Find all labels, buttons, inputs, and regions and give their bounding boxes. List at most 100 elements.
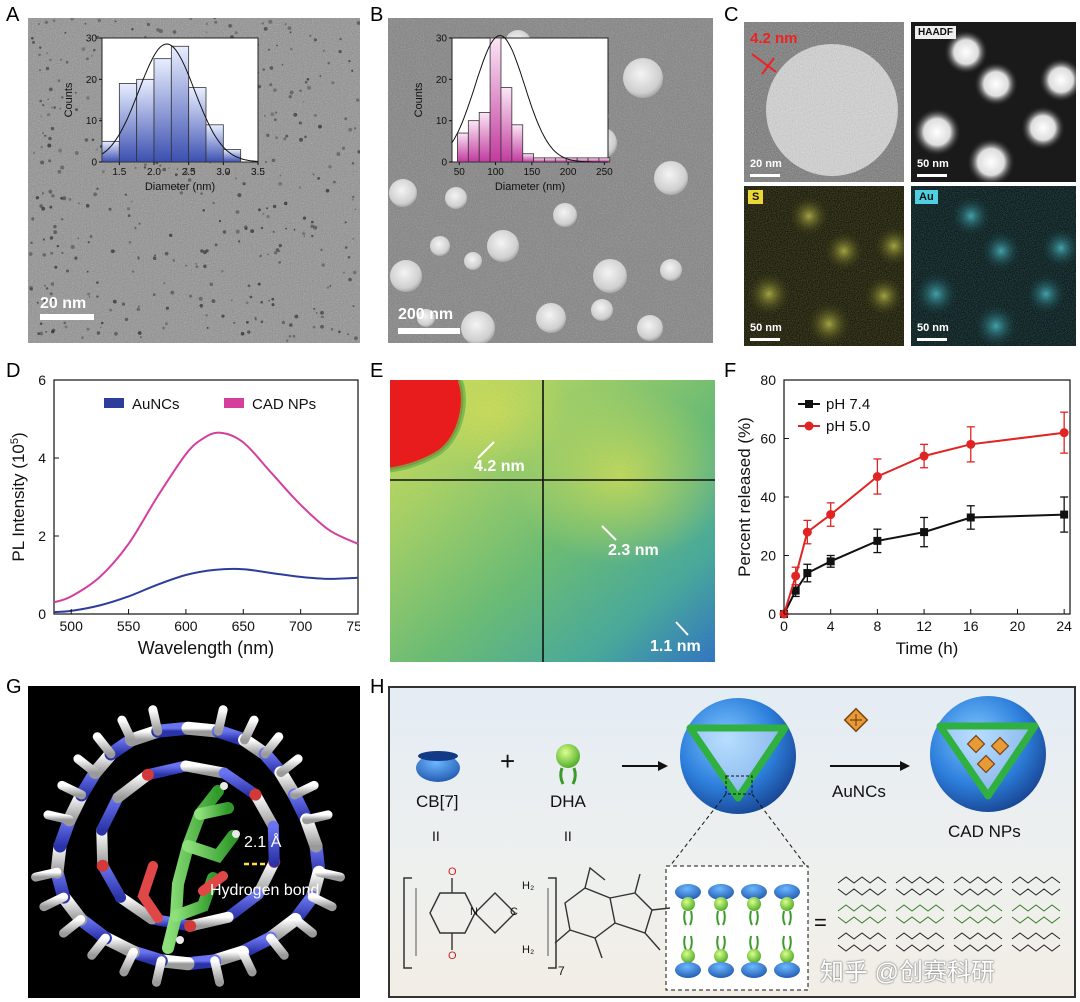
data-point [966, 513, 975, 522]
dha-head [681, 897, 695, 911]
x-tick-label: 3.5 [251, 167, 265, 178]
hist-bar [170, 45, 190, 163]
struct-o-bottom: O [448, 950, 457, 962]
tag-au: Au [915, 190, 938, 204]
x-tick-label: 1.5 [112, 167, 126, 178]
x-axis-label: Diameter (nm) [145, 181, 215, 193]
x-tick-label: 550 [117, 618, 141, 634]
hist-bar [457, 132, 469, 163]
oxygen-atom [184, 919, 197, 932]
y-tick-label: 10 [86, 116, 98, 127]
hist-bar [222, 149, 242, 163]
label-4-2nm: 4.2 nm [474, 458, 525, 475]
x-tick-label: 150 [523, 167, 540, 178]
gaussian-fit [101, 43, 259, 162]
legend-label: pH 7.4 [826, 396, 870, 413]
schematic-h: CB[7] + DHA II II AuNCs CAD NPs = 7 H₂ H… [388, 686, 1076, 998]
pl-spectra-chart: 500 550 600 650 700 750 0 2 4 6 Wavelength (nm) PL … [9, 372, 360, 658]
panel-label-b: B [370, 4, 384, 26]
hist-bar [511, 124, 524, 163]
y-tick-label: 80 [760, 372, 776, 388]
panel-label-g: G [6, 676, 22, 698]
y-axis-label: PL Intensity (105) [9, 432, 28, 561]
y-tick-label: 0 [441, 158, 447, 169]
x-tick-label: 200 [560, 167, 577, 178]
y-axis-label: Counts [63, 82, 75, 117]
series-line-cad-nps [53, 431, 359, 604]
equivalence-2: II [564, 828, 572, 844]
x-tick-label: 250 [596, 167, 613, 178]
legend-label: pH 5.0 [826, 418, 870, 435]
y-tick-label: 6 [38, 372, 46, 388]
data-point [1059, 428, 1069, 438]
x-axis-label: Time (h) [896, 639, 959, 658]
y-tick-label: 30 [86, 34, 98, 45]
cb7-unit [675, 884, 701, 900]
data-point [873, 536, 882, 545]
cb7-unit [774, 884, 800, 900]
scale-bar-line-a [40, 314, 94, 320]
struct-ch2-bottom: H₂ [522, 944, 535, 956]
series-line-auncs [53, 567, 359, 614]
x-tick-label: 700 [289, 618, 313, 634]
cb7-unit [708, 962, 734, 978]
dha-head [747, 897, 761, 911]
x-tick-label: 3.0 [216, 167, 230, 178]
x-tick-label: 500 [60, 618, 84, 634]
legend-marker [804, 421, 814, 431]
tile-scale-1: 20 nm [750, 158, 782, 170]
eds-map-s: S 50 nm [744, 186, 904, 346]
x-axis-label: Diameter (nm) [495, 181, 565, 193]
dha-head [780, 949, 794, 963]
x-tick-label: 750 [346, 618, 360, 634]
series-line [783, 431, 1065, 615]
hist-bar [533, 157, 545, 163]
tag-haadf: HAADF [915, 26, 956, 39]
y-axis-label: Percent released (%) [735, 417, 754, 577]
hist-bar [153, 58, 172, 163]
y-tick-label: 20 [86, 75, 98, 86]
y-tick-label: 4 [38, 450, 46, 466]
legend-swatch [104, 398, 124, 408]
size-label-c: 4.2 nm [750, 30, 798, 47]
eds-map-au: Au 50 nm [911, 186, 1076, 346]
y-tick-label: 0 [91, 158, 97, 169]
scale-bar-b: 200 nm [398, 306, 454, 323]
hydrogen-bond-label: Hydrogen bond [210, 882, 320, 899]
heatmap-e: 4.2 nm 2.3 nm 1.1 nm [390, 380, 715, 662]
panel-label-a: A [6, 4, 20, 26]
dha-head [747, 949, 761, 963]
cb7-unit [774, 962, 800, 978]
histogram-inset-a: 1.5 2.0 2.5 3.0 3.5 0 10 20 30 Diameter (nm) Count… [63, 34, 265, 194]
hist-bar [500, 87, 513, 163]
dha-head [714, 949, 728, 963]
y-tick-label: 20 [760, 548, 776, 564]
hist-bar [598, 157, 611, 163]
oxygen-atom [96, 859, 109, 872]
x-tick-label: 12 [916, 618, 932, 634]
cb7-unit [741, 884, 767, 900]
struct-ch2-top: H₂ [522, 880, 535, 892]
legend-marker [805, 400, 813, 408]
x-tick-label: 16 [963, 618, 979, 634]
hist-bar [118, 83, 138, 163]
inset-plot-area [451, 37, 609, 163]
y-tick-label: 0 [38, 606, 46, 622]
watermark: 知乎 @创赛科研 [820, 959, 996, 986]
hist-bar [205, 124, 224, 163]
panel-label-h: H [370, 676, 385, 698]
cb7-unit [708, 884, 734, 900]
dha-head [780, 897, 794, 911]
panel-label-f: F [724, 360, 737, 382]
label-1-1nm: 1.1 nm [650, 638, 701, 655]
tag-s: S [748, 190, 764, 204]
cb7-unit [741, 962, 767, 978]
x-axis-label: Wavelength (nm) [138, 638, 274, 658]
hist-bar [489, 37, 502, 163]
legend-swatch [224, 398, 244, 408]
product-label: CAD NPs [948, 822, 1021, 841]
tile-scale-3: 50 nm [750, 322, 782, 334]
hist-bar [554, 157, 567, 163]
data-point [920, 528, 929, 537]
stem-tile-single-particle: 4.2 nm 20 nm [744, 22, 904, 182]
